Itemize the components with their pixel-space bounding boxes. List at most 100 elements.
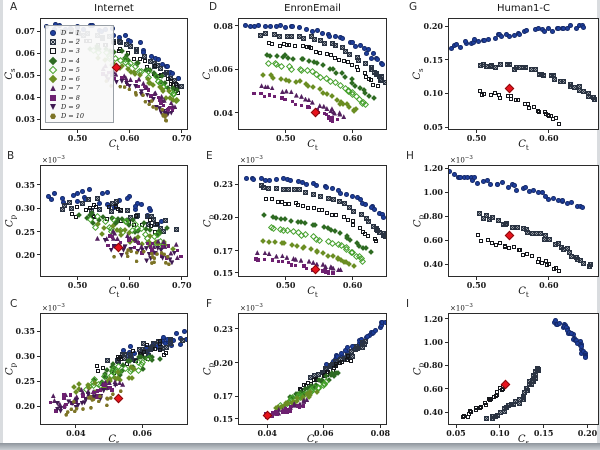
x-tick-label: 0.04 <box>257 428 277 438</box>
legend-entry-D1: D = 1 <box>50 28 113 37</box>
data-point-D7 <box>279 89 285 95</box>
data-point-D3 <box>109 369 114 374</box>
data-point-D8 <box>62 393 66 397</box>
data-point-D2 <box>59 207 65 213</box>
data-point-D10 <box>65 410 70 414</box>
data-point-D3 <box>336 58 341 63</box>
data-point-D5 <box>362 101 370 109</box>
data-point-D5 <box>302 231 310 239</box>
column-title-enronemail: EnronEmail <box>284 3 341 14</box>
plot-area <box>449 314 598 424</box>
data-point-D2 <box>94 196 100 202</box>
data-point-D1 <box>344 192 350 198</box>
x-tick-label: 0.60 <box>539 280 559 290</box>
data-point-D7 <box>113 71 119 77</box>
panel-label-a: A <box>10 1 18 13</box>
data-point-D2 <box>547 237 553 243</box>
data-point-D8 <box>286 260 290 265</box>
data-point-D7 <box>337 111 343 117</box>
data-point-D1 <box>472 175 478 181</box>
data-point-D1 <box>128 343 134 349</box>
data-point-D9 <box>133 83 139 89</box>
data-point-D7 <box>273 253 279 259</box>
data-point-D1 <box>371 207 377 213</box>
x-tick-label: 0.08 <box>370 428 391 438</box>
y-tick-label: 0.04 <box>213 107 233 118</box>
data-point-D1 <box>579 205 585 211</box>
panel-h-human1c-cp-vs-ct: ×10−3 Cp Ct 0.50 0.60 0.40 0.60 0.80 1.00 1.20 <box>413 155 599 299</box>
data-point-D1 <box>481 179 487 185</box>
data-point-D1 <box>472 37 478 43</box>
data-point-D1 <box>125 196 131 202</box>
x-tick-mark <box>352 129 354 133</box>
data-point-D8 <box>136 241 141 245</box>
data-point-D3 <box>300 43 305 48</box>
data-point-D2 <box>341 200 347 206</box>
data-point-D3 <box>320 208 325 213</box>
data-point-D1 <box>527 189 533 195</box>
legend-marker-D8 <box>50 94 56 101</box>
data-point-D1 <box>539 27 545 33</box>
legend-label: D = 6 <box>61 75 80 84</box>
data-point-D3 <box>325 211 330 216</box>
data-point-D2 <box>164 70 170 76</box>
y-tick-label: 0.40 <box>423 259 443 270</box>
data-point-D3 <box>87 206 92 211</box>
data-point-D8 <box>256 258 260 262</box>
data-point-D3 <box>516 98 521 103</box>
data-point-D1 <box>165 336 171 342</box>
x-axis-label: Ct <box>108 139 120 152</box>
data-point-D1 <box>336 188 342 194</box>
data-point-D3 <box>92 215 97 220</box>
y-tick-mark <box>235 272 239 274</box>
data-point-D1 <box>133 206 139 212</box>
data-point-D7 <box>317 103 323 109</box>
data-point-D8 <box>165 108 170 112</box>
data-point-D3 <box>505 94 510 98</box>
data-point-D3 <box>106 205 111 210</box>
data-point-D2 <box>151 340 157 346</box>
legend-marker-D7 <box>50 85 56 92</box>
data-point-D1 <box>468 175 474 181</box>
data-point-D1 <box>243 23 249 29</box>
y-tick-mark <box>235 328 239 330</box>
x-tick-mark <box>352 276 354 280</box>
y-tick-label: 0.15 <box>423 54 443 65</box>
x-tick-mark <box>379 424 381 428</box>
data-point-D3 <box>96 368 101 373</box>
data-point-D1 <box>375 57 381 63</box>
axis-scale-exponent: ×10−3 <box>450 303 473 313</box>
data-point-D1 <box>277 23 283 29</box>
x-tick-label: 0.15 <box>533 428 554 438</box>
data-point-D3 <box>473 405 478 410</box>
data-point-D3 <box>94 205 99 210</box>
data-point-D2 <box>67 200 73 206</box>
x-tick-label: 0.60 <box>539 133 559 143</box>
data-point-D2 <box>301 35 307 41</box>
data-point-D1 <box>577 338 583 344</box>
data-point-D1 <box>555 197 561 203</box>
y-tick-label: 0.20 <box>15 249 35 260</box>
data-point-D3 <box>526 101 531 106</box>
data-point-D6 <box>259 238 266 245</box>
data-point-D3 <box>362 231 367 236</box>
data-point-D10 <box>98 394 102 399</box>
y-tick-mark <box>37 405 41 407</box>
data-point-D9 <box>128 247 134 252</box>
y-tick-label: 0.25 <box>15 226 35 237</box>
y-tick-label: 0.35 <box>15 179 35 190</box>
y-tick-mark <box>445 411 449 413</box>
data-point-D9 <box>160 255 166 261</box>
y-tick-label: 0.17 <box>213 245 233 256</box>
data-point-D3 <box>527 105 532 110</box>
data-point-D3 <box>507 246 512 251</box>
data-point-D8 <box>283 97 287 102</box>
data-point-D8 <box>289 263 294 267</box>
data-point-D8 <box>330 119 335 123</box>
data-point-D9 <box>74 398 80 404</box>
data-point-D8 <box>271 411 275 415</box>
data-point-D2 <box>533 67 539 73</box>
data-point-D1 <box>568 22 574 28</box>
data-point-D3 <box>517 247 522 252</box>
